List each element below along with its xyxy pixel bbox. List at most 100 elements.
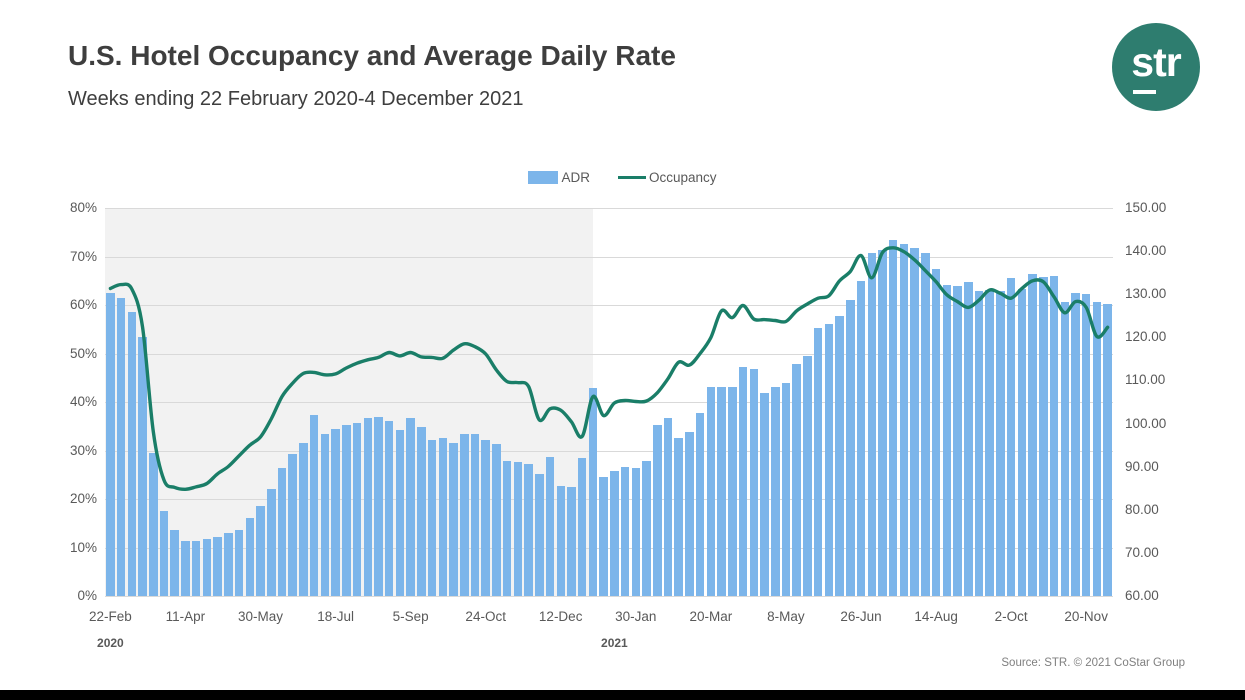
x-axis-tick: 30-Jan <box>615 609 657 624</box>
adr-bar <box>824 323 834 596</box>
occupancy-legend-label: Occupancy <box>648 170 717 185</box>
adr-bar <box>363 417 372 596</box>
x-axis-tick: 12-Dec <box>538 609 583 624</box>
left-axis-tick: 30% <box>69 442 97 458</box>
adr-bar <box>771 386 780 596</box>
adr-bar <box>427 439 437 596</box>
adr-bar <box>577 458 587 596</box>
gridline <box>105 596 1113 597</box>
left-axis-tick: 70% <box>69 248 97 264</box>
adr-bar <box>942 285 951 596</box>
plot-area <box>105 208 1113 597</box>
adr-bar <box>149 452 158 596</box>
left-axis-tick: 50% <box>69 345 97 361</box>
adr-bar <box>888 239 898 596</box>
adr-bar <box>803 355 812 596</box>
x-axis-tick: 20-Mar <box>689 609 733 624</box>
adr-bar <box>277 468 287 596</box>
str-logo: str <box>1112 23 1200 111</box>
adr-bar <box>1060 302 1069 596</box>
adr-bar <box>738 367 748 596</box>
adr-bar <box>460 433 469 596</box>
gridline <box>105 208 1113 209</box>
x-axis-tick: 18-Jul <box>317 609 354 624</box>
adr-bar <box>588 388 598 596</box>
adr-bar <box>1071 293 1080 596</box>
adr-bar <box>492 444 501 596</box>
adr-bar <box>1017 288 1027 596</box>
adr-bar <box>910 248 919 596</box>
source-credit: Source: STR. © 2021 CoStar Group <box>1001 657 1185 669</box>
left-axis-tick: 60% <box>69 297 97 312</box>
x-axis-tick: 30-May <box>237 609 284 624</box>
adr-bar <box>202 539 212 596</box>
occupancy-legend-line-icon <box>617 175 646 180</box>
adr-bar <box>352 422 362 596</box>
adr-bar <box>116 297 126 596</box>
adr-bar <box>170 529 179 596</box>
right-axis-tick: 130.00 <box>1125 286 1167 302</box>
right-axis-tick: 90.00 <box>1125 458 1159 474</box>
x-axis-tick: 11-Apr <box>165 609 206 624</box>
adr-bar <box>256 505 265 596</box>
x-axis-tick: 14-Aug <box>914 609 958 624</box>
gridline <box>105 548 1113 549</box>
x-axis-tick: 5-Sep <box>392 609 429 624</box>
gridline <box>105 451 1113 452</box>
adr-bar <box>191 541 201 596</box>
adr-bar <box>331 429 340 596</box>
adr-bar <box>685 431 694 596</box>
adr-bar <box>288 453 297 596</box>
adr-bar <box>846 300 855 596</box>
adr-bar <box>481 439 490 596</box>
left-axis-tick: 0% <box>77 588 97 603</box>
adr-bar <box>813 328 823 596</box>
x-axis-tick: 24-Oct <box>465 609 506 624</box>
adr-bar <box>417 426 426 596</box>
adr-bar <box>760 393 769 596</box>
gridline <box>105 402 1113 403</box>
adr-bar <box>535 473 544 596</box>
x-axis-tick: 8-May <box>767 609 805 624</box>
left-axis-tick: 80% <box>69 200 97 215</box>
adr-bar <box>1049 275 1059 596</box>
adr-bar <box>653 425 662 596</box>
adr-bar <box>438 438 447 596</box>
x-axis-tick: 2-Oct <box>994 609 1028 624</box>
gridline <box>105 354 1113 355</box>
adr-bar <box>631 468 640 596</box>
str-logo-underline-mark <box>1133 90 1156 94</box>
adr-bar <box>502 461 512 596</box>
adr-bar <box>267 489 276 596</box>
adr-bar <box>513 461 523 596</box>
adr-legend-swatch-icon <box>528 171 559 184</box>
adr-bar <box>706 387 716 596</box>
adr-bar <box>781 382 791 596</box>
adr-bar <box>1103 303 1112 596</box>
adr-bar <box>470 433 480 596</box>
adr-bar <box>610 471 619 596</box>
adr-bar <box>792 364 801 596</box>
year-label: 2021 <box>601 636 628 650</box>
adr-bar <box>867 253 876 596</box>
right-axis-tick: 60.00 <box>1125 588 1159 603</box>
adr-bar <box>213 537 222 596</box>
gridline <box>105 257 1113 258</box>
adr-bar <box>921 253 930 596</box>
adr-bar <box>620 466 630 596</box>
adr-bar <box>996 290 1005 596</box>
left-axis-tick: 10% <box>69 539 97 555</box>
adr-bar <box>1081 293 1091 596</box>
x-axis-tick: 22-Feb <box>89 609 132 624</box>
adr-bar <box>964 281 973 596</box>
adr-bar <box>663 417 673 596</box>
page-subtitle: Weeks ending 22 February 2020-4 December… <box>68 88 524 110</box>
adr-bar <box>953 286 962 596</box>
adr-bar <box>642 460 651 596</box>
adr-bar <box>1006 278 1016 596</box>
adr-bar <box>320 433 330 596</box>
adr-bar <box>449 442 458 596</box>
x-axis-tick: 26-Jun <box>840 609 882 624</box>
right-axis-tick: 120.00 <box>1125 329 1167 345</box>
gridline <box>105 499 1113 500</box>
